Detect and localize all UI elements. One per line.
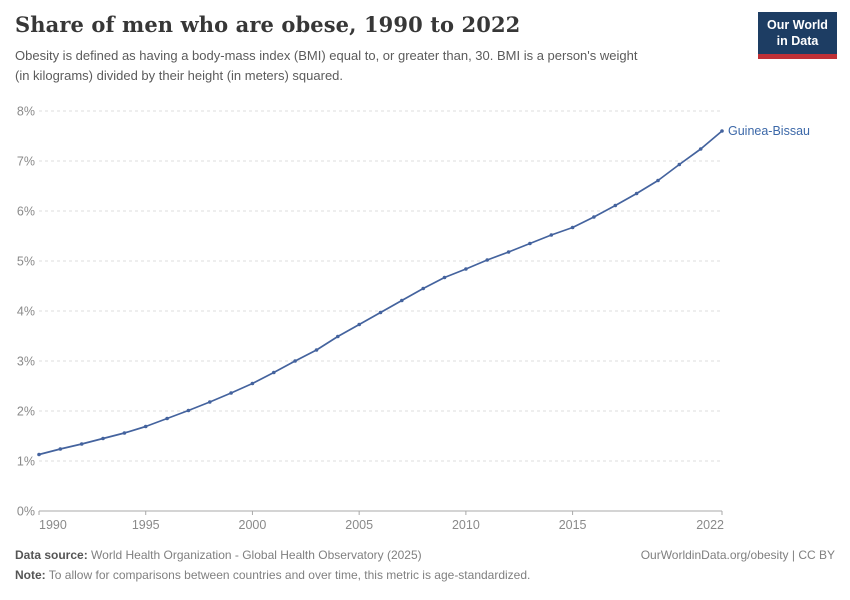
data-point bbox=[592, 215, 596, 219]
owid-logo[interactable]: Our World in Data bbox=[758, 12, 837, 59]
data-point bbox=[101, 436, 105, 441]
x-tick-label: 1995 bbox=[132, 518, 160, 532]
y-tick-label: 2% bbox=[17, 405, 35, 419]
data-source-label: Data source: bbox=[15, 548, 88, 562]
y-tick-label: 5% bbox=[17, 255, 35, 269]
y-tick-label: 7% bbox=[17, 155, 35, 169]
data-point bbox=[400, 298, 404, 303]
data-point bbox=[613, 203, 618, 208]
data-point bbox=[229, 391, 233, 395]
data-point bbox=[549, 233, 554, 237]
x-tick-label: 2000 bbox=[239, 518, 267, 532]
data-point bbox=[570, 225, 575, 230]
data-point bbox=[122, 431, 127, 435]
data-point bbox=[720, 129, 724, 133]
data-point bbox=[698, 147, 703, 151]
data-point bbox=[677, 162, 682, 167]
entity-label: Guinea-Bissau bbox=[728, 124, 810, 138]
data-point bbox=[293, 359, 297, 363]
data-source: Data source: World Health Organization -… bbox=[15, 546, 422, 566]
y-tick-label: 8% bbox=[17, 105, 35, 119]
data-point bbox=[634, 191, 639, 196]
data-point bbox=[442, 275, 447, 280]
chart-header: Share of men who are obese, 1990 to 2022… bbox=[15, 12, 837, 86]
data-point bbox=[208, 400, 212, 404]
page-title: Share of men who are obese, 1990 to 2022 bbox=[15, 12, 521, 37]
chart-note: Note: To allow for comparisons between c… bbox=[15, 566, 835, 586]
data-point bbox=[357, 322, 362, 327]
data-point bbox=[378, 310, 383, 315]
y-tick-label: 6% bbox=[17, 205, 35, 219]
line-chart: 0% 1% 2% 3% 4% 5% 6% 7% 8% 1990 1995 2000 2005 2010 20… bbox=[17, 105, 810, 533]
data-point bbox=[336, 334, 340, 339]
data-point bbox=[165, 416, 169, 421]
note-label: Note: bbox=[15, 567, 46, 582]
owid-logo-line1: Our World bbox=[767, 18, 828, 32]
data-point bbox=[250, 381, 255, 386]
data-source-text: World Health Organization - Global Healt… bbox=[91, 548, 422, 562]
data-point bbox=[37, 452, 41, 457]
data-point bbox=[79, 442, 84, 446]
x-tick-label: 1990 bbox=[39, 518, 67, 532]
subtitle-line: Obesity is defined as having a body-mass… bbox=[15, 48, 638, 64]
y-tick-label: 0% bbox=[17, 505, 35, 519]
data-line bbox=[38, 130, 723, 456]
data-point bbox=[421, 286, 426, 291]
x-tick-label: 2005 bbox=[345, 518, 373, 532]
y-tick-label: 3% bbox=[17, 355, 35, 369]
data-point bbox=[272, 370, 276, 375]
data-point bbox=[58, 447, 63, 451]
data-point bbox=[314, 348, 319, 352]
data-point bbox=[485, 258, 490, 262]
data-point bbox=[143, 424, 148, 429]
y-tick-label: 1% bbox=[17, 455, 35, 469]
x-tick-label: 2010 bbox=[452, 518, 480, 532]
chart-footer: Data source: World Health Organization -… bbox=[15, 546, 835, 586]
chart-subtitle: Obesity is defined as having a body-mass… bbox=[15, 46, 735, 86]
note-text: To allow for comparisons between countri… bbox=[48, 567, 531, 582]
owid-logo-line2: in Data bbox=[776, 34, 819, 49]
x-tick-label: 2015 bbox=[559, 518, 587, 532]
owid-link[interactable]: OurWorldinData.org/obesity | CC BY bbox=[640, 548, 835, 562]
data-point bbox=[528, 241, 532, 246]
data-point bbox=[186, 408, 191, 413]
subtitle-line: (in kilograms) divided by their height (… bbox=[15, 68, 344, 84]
data-point bbox=[464, 267, 468, 271]
data-point bbox=[656, 178, 660, 183]
y-tick-label: 4% bbox=[17, 305, 35, 319]
x-tick-label: 2022 bbox=[696, 518, 724, 532]
data-point bbox=[506, 250, 511, 254]
